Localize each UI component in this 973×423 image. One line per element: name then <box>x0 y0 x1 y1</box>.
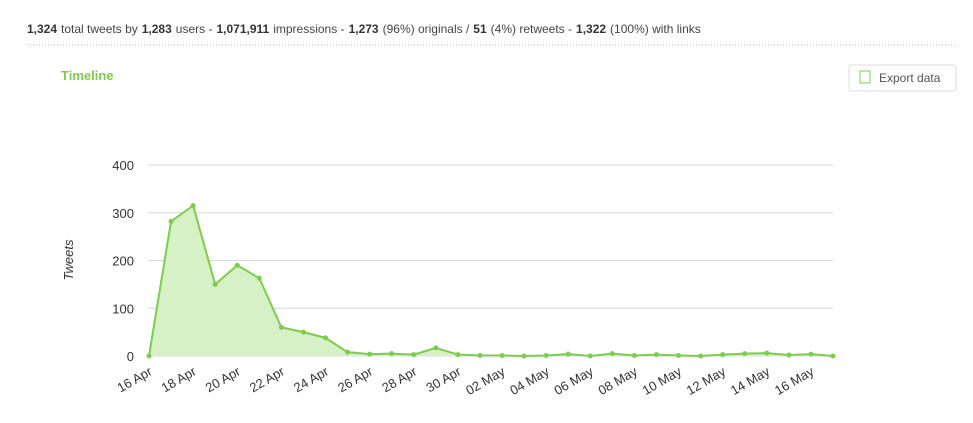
x-tick-label: 30 Apr <box>423 363 464 395</box>
x-tick-label: 28 Apr <box>379 363 420 395</box>
button-icon <box>859 70 871 84</box>
point <box>742 351 748 357</box>
stat-value: 1,071,911 <box>216 22 269 36</box>
y-tick-label: 400 <box>112 158 134 173</box>
y-axis-label: Tweets <box>61 239 76 280</box>
point <box>190 203 196 209</box>
point <box>234 262 240 268</box>
x-tick-label: 26 Apr <box>335 363 376 395</box>
chart-title: Timeline <box>61 68 114 83</box>
point <box>367 351 373 357</box>
stat-text: users - <box>176 22 213 36</box>
point <box>389 351 395 357</box>
stat-value: 1,324 <box>27 22 57 36</box>
area <box>149 205 833 356</box>
point <box>323 335 329 341</box>
x-tick-label: 16 May <box>772 363 817 398</box>
point <box>499 353 505 359</box>
stat-text: (96%) originals / <box>383 22 470 36</box>
point <box>455 352 461 358</box>
point <box>698 353 704 359</box>
stat-value: 1,273 <box>349 22 379 36</box>
line <box>148 203 834 358</box>
export-button[interactable]: Export data <box>848 64 957 92</box>
x-tick-label: 14 May <box>728 363 773 398</box>
point <box>521 353 527 359</box>
point <box>278 324 284 330</box>
point <box>764 350 770 356</box>
stat-value: 51 <box>473 22 487 36</box>
point <box>808 351 814 357</box>
point <box>830 353 836 359</box>
stat-text: impressions - <box>273 22 344 36</box>
x-tick-label: 02 May <box>463 363 508 398</box>
point <box>609 351 615 357</box>
button-label[interactable]: Export data <box>879 71 941 85</box>
y-tick-label: 0 <box>127 349 134 364</box>
y-tick-label: 300 <box>112 206 134 221</box>
point <box>587 353 593 359</box>
y-tick-label: 100 <box>112 301 134 316</box>
stat-text: (4%) retweets - <box>491 22 572 36</box>
stat-text: (100%) with links <box>610 22 701 36</box>
stat-value: 1,283 <box>142 22 172 36</box>
point <box>720 352 726 358</box>
point <box>786 352 792 358</box>
x-tick-label: 12 May <box>684 363 729 398</box>
x-tick-label: 08 May <box>595 363 640 398</box>
x-tick-label: 20 Apr <box>203 363 244 395</box>
point <box>543 353 549 359</box>
point <box>411 352 417 358</box>
x-tick-label: 04 May <box>507 363 552 398</box>
point <box>676 353 682 359</box>
point <box>168 218 174 224</box>
stat-value: 1,322 <box>576 22 606 36</box>
point <box>345 349 351 355</box>
button-frame[interactable] <box>848 64 957 92</box>
point <box>433 345 439 351</box>
point <box>212 281 218 287</box>
x-tick-label: 22 Apr <box>247 363 288 395</box>
point <box>565 351 571 357</box>
point <box>300 329 306 335</box>
x-tick-label: 18 Apr <box>159 363 200 395</box>
point <box>256 275 262 281</box>
x-tick-label: 10 May <box>640 363 685 398</box>
stat-text: total tweets by <box>61 22 138 36</box>
point <box>477 353 483 359</box>
x-tick-label: 06 May <box>551 363 596 398</box>
y-tick-label: 200 <box>112 254 134 269</box>
x-tick-label: 24 Apr <box>291 363 332 395</box>
x-tick-label: 16 Apr <box>114 363 155 395</box>
point <box>653 352 659 358</box>
point <box>146 353 152 359</box>
point <box>631 353 637 359</box>
summary-line: 1,324 total tweets by 1,283 users -1,071,91… <box>27 22 701 36</box>
